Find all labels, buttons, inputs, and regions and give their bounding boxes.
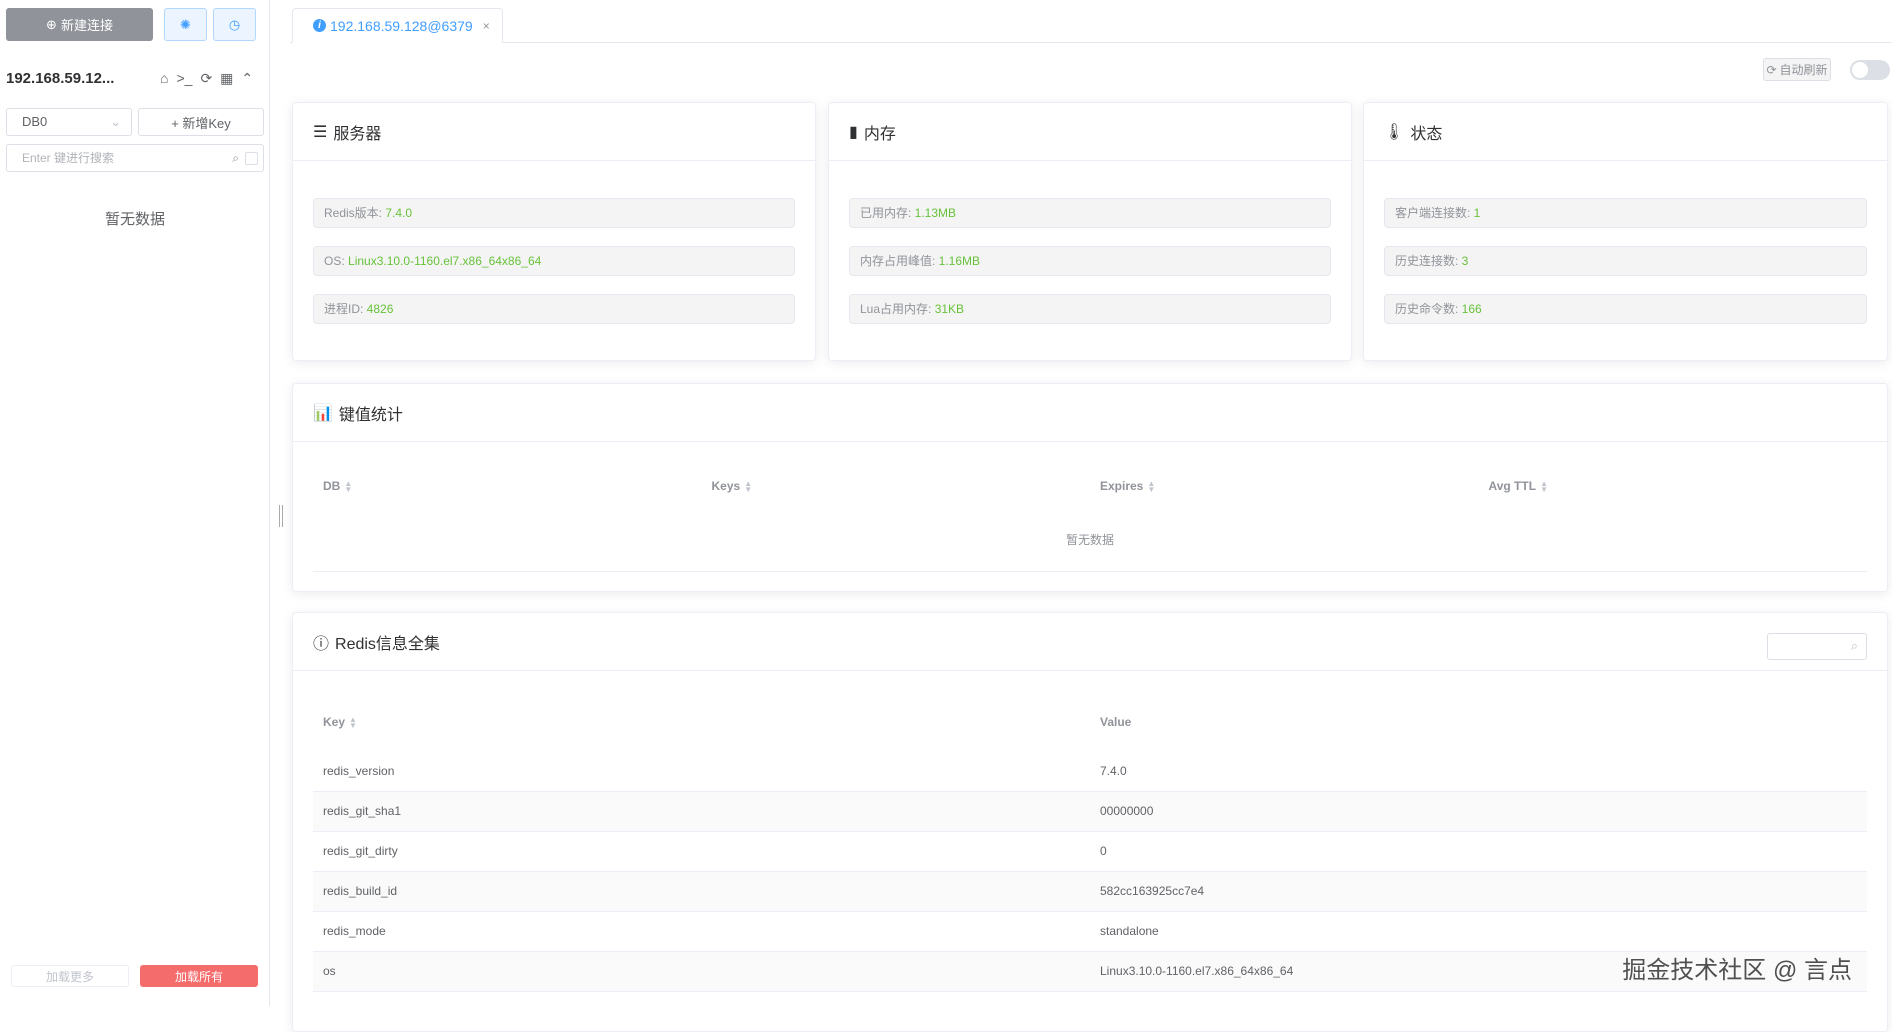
redis-info-card: ⓘ Redis信息全集 ⌕ Key ▲ ▼ Value redis_version 7.4…	[292, 612, 1888, 1032]
server-item: 进程ID: 4826	[313, 294, 795, 324]
sidebar: ⊕ 新建连接 ✺ ◷ 192.168.59.12... ⌂ >_ ⟳ ▦ ⌃ DB…	[0, 0, 270, 1006]
column-header[interactable]: DB ▲ ▼	[323, 478, 353, 494]
empty-keys-text: 暂无数据	[104, 211, 165, 228]
server-icon: ☰	[313, 123, 328, 141]
column-header[interactable]: Avg TTL ▲ ▼	[1488, 478, 1548, 494]
key-search-input[interactable]: Enter 键进行搜索 ⌕	[6, 144, 264, 172]
new-connection-button[interactable]: ⊕ 新建连接	[6, 8, 153, 41]
clock-icon: ◷	[228, 16, 241, 32]
memory-item: Lua占用内存: 31KB	[849, 294, 1331, 324]
status-item: 历史连接数: 3	[1384, 246, 1867, 276]
settings-button[interactable]: ✺	[164, 8, 207, 41]
value-cell: 0	[1090, 831, 1867, 872]
memory-item: 已用内存: 1.13MB	[849, 198, 1331, 228]
status-item: 历史命令数: 166	[1384, 294, 1867, 324]
key-stats-table: DB ▲ ▼ Keys ▲ ▼ Expires ▲ ▼ Avg TTL ▲ ▼	[313, 464, 1867, 508]
key-cell: os	[313, 951, 1090, 992]
search-icon: ⌕	[1850, 638, 1858, 653]
history-button[interactable]: ◷	[213, 8, 256, 41]
sort-icon: ▲ ▼	[1147, 478, 1156, 494]
sort-icon: ▲ ▼	[344, 478, 353, 494]
key-stats-card: 📊 键值统计 DB ▲ ▼ Keys ▲ ▼ Expires ▲ ▼ Avg TTL ▲ ▼ 暂无…	[292, 383, 1888, 592]
tab-connection[interactable]: i 192.168.59.128@6379 ×	[292, 8, 503, 43]
checkbox[interactable]	[245, 152, 258, 165]
value-cell: Linux3.10.0-1160.el7.x86_64x86_64	[1090, 951, 1867, 992]
value-cell: 7.4.0	[1090, 751, 1867, 792]
key-cell: redis_build_id	[313, 871, 1090, 912]
grid-icon[interactable]: ▦	[220, 70, 234, 86]
bar-chart-icon: 📊	[313, 404, 333, 422]
key-cell: redis_mode	[313, 911, 1090, 952]
info-search-input[interactable]: ⌕	[1767, 633, 1867, 660]
table-row[interactable]: os Linux3.10.0-1160.el7.x86_64x86_64	[313, 951, 1867, 992]
key-cell: redis_git_sha1	[313, 791, 1090, 832]
table-row[interactable]: redis_git_dirty 0	[313, 831, 1867, 872]
load-all-button[interactable]: 加载所有	[140, 965, 258, 987]
table-row[interactable]: redis_build_id 582cc163925cc7e4	[313, 871, 1867, 912]
close-icon[interactable]: ×	[482, 18, 490, 33]
value-cell: standalone	[1090, 911, 1867, 952]
key-cell: redis_git_dirty	[313, 831, 1090, 872]
auto-refresh-toggle[interactable]	[1850, 60, 1890, 80]
watermark: 掘金技术社区 @ 言点	[1622, 957, 1852, 984]
resize-handle[interactable]	[279, 505, 283, 527]
table-row[interactable]: redis_mode standalone	[313, 911, 1867, 952]
thermometer-icon: 🌡	[1384, 123, 1405, 141]
tab-bar	[290, 42, 1892, 43]
column-header[interactable]: Keys ▲ ▼	[711, 478, 753, 494]
auto-refresh-button[interactable]: ⟳ 自动刷新	[1763, 58, 1831, 81]
key-cell: redis_version	[313, 751, 1090, 792]
memory-card: ▮ 内存 已用内存: 1.13MB 内存占用峰值: 1.16MB Lua占用内存:…	[828, 102, 1352, 361]
home-icon[interactable]: ⌂	[160, 70, 169, 86]
refresh-icon: ⟳	[1766, 62, 1777, 77]
chevron-down-icon: ⌄	[110, 114, 121, 129]
memory-item: 内存占用峰值: 1.16MB	[849, 246, 1331, 276]
table-row[interactable]: redis_version 7.4.0	[313, 751, 1867, 792]
refresh-icon[interactable]: ⟳	[200, 70, 213, 86]
column-header[interactable]: Expires ▲ ▼	[1100, 478, 1156, 494]
status-card: 🌡 状态 客户端连接数: 1 历史连接数: 3 历史命令数: 166	[1363, 102, 1888, 361]
info-icon: ⓘ	[313, 635, 330, 653]
search-icon[interactable]: ⌕	[232, 151, 239, 165]
sort-icon: ▲ ▼	[349, 714, 357, 730]
table-row[interactable]: redis_git_sha1 00000000	[313, 791, 1867, 832]
db-select[interactable]: DB0 ⌄	[6, 108, 132, 136]
info-icon: i	[313, 19, 326, 32]
load-more-button[interactable]: 加载更多	[11, 965, 129, 987]
column-header: Value	[1100, 715, 1132, 729]
server-item: Redis版本: 7.4.0	[313, 198, 795, 228]
chevron-up-icon[interactable]: ⌃	[241, 70, 254, 86]
sort-icon: ▲ ▼	[744, 478, 753, 494]
redis-info-table: Key ▲ ▼ Value redis_version 7.4.0 redis_git_s…	[313, 693, 1867, 992]
empty-table-text: 暂无数据	[313, 508, 1867, 572]
memory-icon: ▮	[849, 123, 858, 141]
plus-circle-icon: ⊕	[46, 16, 57, 32]
server-card: ☰ 服务器 Redis版本: 7.4.0 OS: Linux3.10.0-1160…	[292, 102, 816, 361]
sort-icon: ▲ ▼	[1540, 478, 1548, 494]
add-key-button[interactable]: + 新增Key	[138, 108, 264, 136]
value-cell: 582cc163925cc7e4	[1090, 871, 1867, 912]
connection-host[interactable]: 192.168.59.12...	[6, 70, 115, 87]
status-item: 客户端连接数: 1	[1384, 198, 1867, 228]
value-cell: 00000000	[1090, 791, 1867, 832]
gear-icon: ✺	[180, 16, 191, 32]
column-header[interactable]: Key ▲ ▼	[323, 714, 357, 730]
server-item: OS: Linux3.10.0-1160.el7.x86_64x86_64	[313, 246, 795, 276]
terminal-icon[interactable]: >_	[176, 70, 193, 86]
